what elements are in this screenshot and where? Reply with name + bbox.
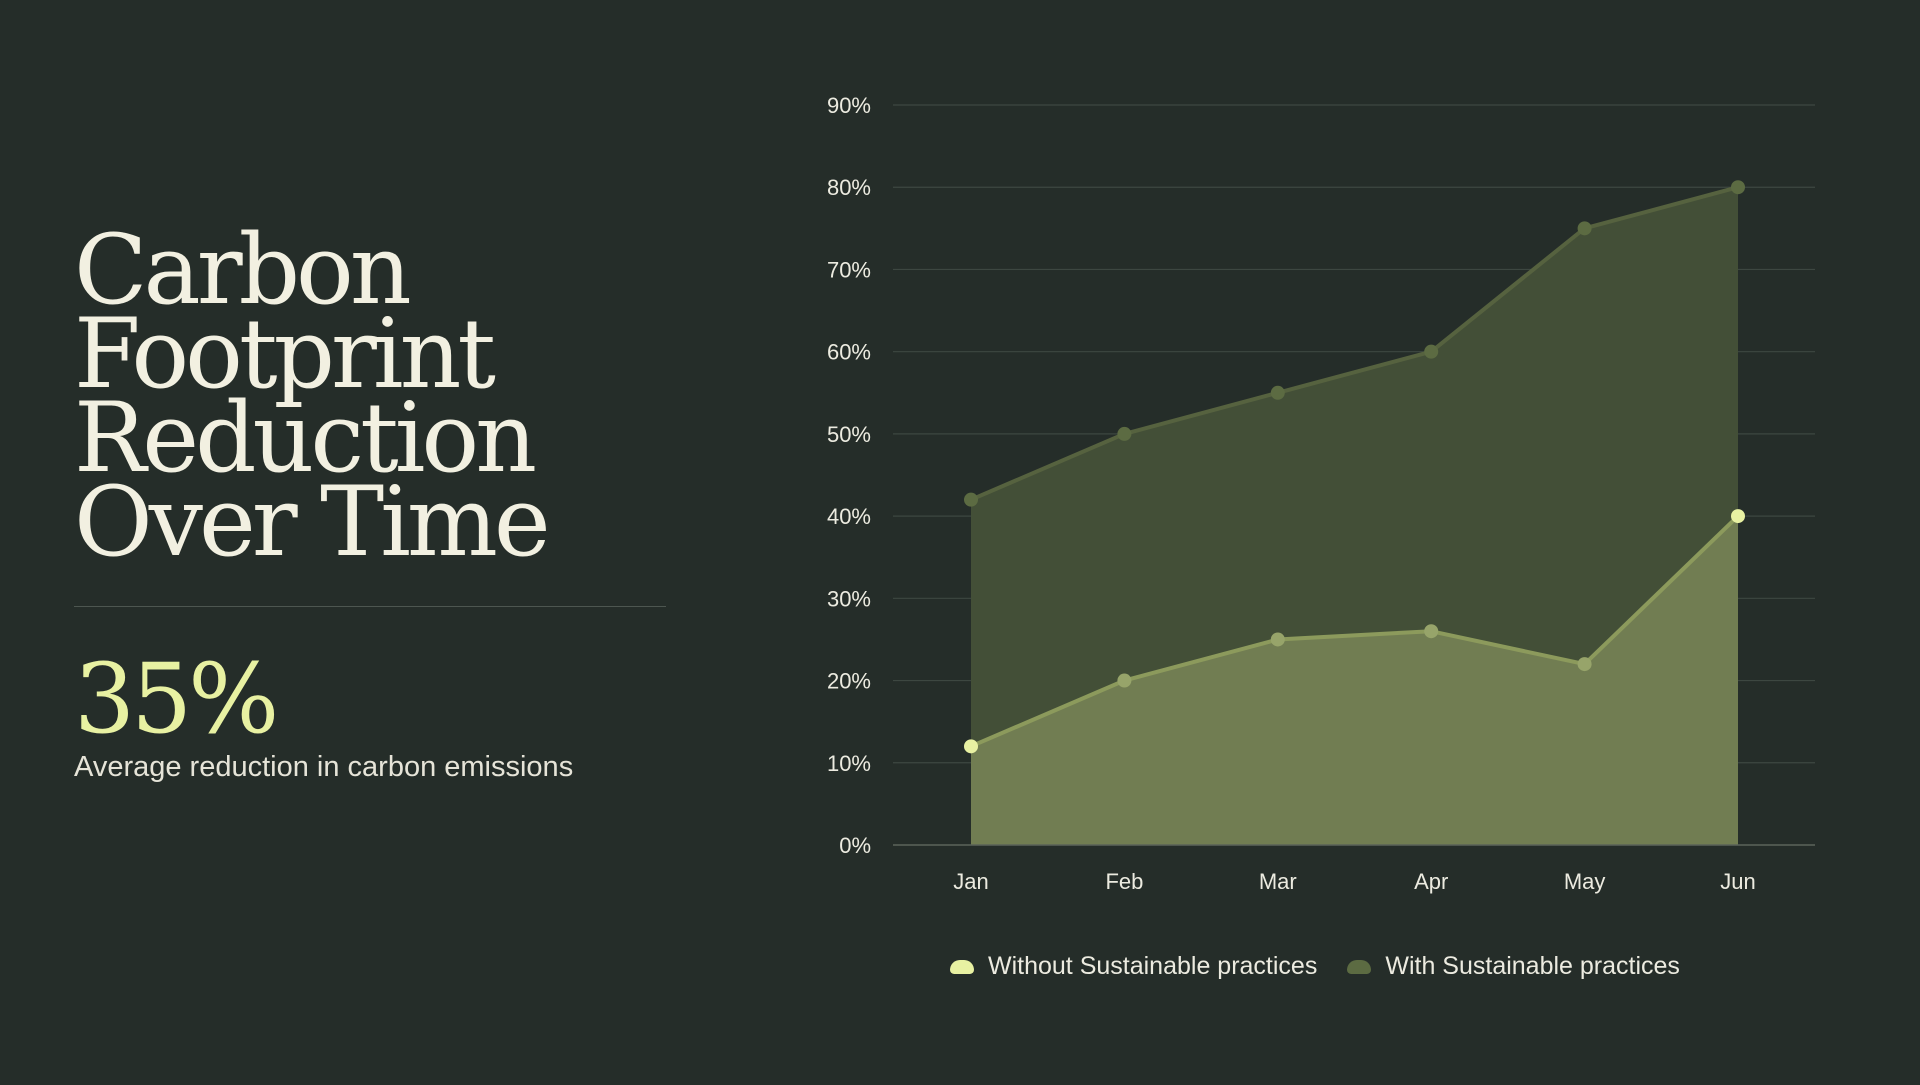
area-without-sustainable	[971, 516, 1738, 845]
page-title: Carbon Footprint Reduction Over Time	[74, 214, 666, 578]
x-tick-label: Feb	[1105, 869, 1143, 894]
point-with-sustainable	[1270, 385, 1285, 400]
point-without-sustainable	[1577, 657, 1592, 672]
legend-label-with: With Sustainable practices	[1385, 952, 1680, 980]
y-tick-label: 10%	[827, 751, 871, 776]
point-without-sustainable	[1117, 673, 1132, 688]
point-with-sustainable	[1577, 221, 1592, 236]
divider	[74, 606, 666, 607]
title-line-2: Footprint	[74, 298, 496, 410]
y-tick-label: 80%	[827, 175, 871, 200]
point-without-sustainable	[964, 739, 978, 754]
legend-item-with[interactable]: With Sustainable practices	[1347, 952, 1680, 981]
x-tick-label: Jun	[1720, 869, 1755, 894]
title-line-1: Carbon	[74, 214, 412, 326]
title-line-3: Reduction	[74, 382, 537, 494]
point-without-sustainable	[1731, 509, 1745, 524]
x-tick-label: Apr	[1414, 869, 1448, 894]
x-tick-label: Mar	[1259, 869, 1297, 894]
point-without-sustainable	[1270, 632, 1285, 647]
legend-swatch-without	[950, 959, 974, 974]
point-with-sustainable	[1424, 344, 1439, 359]
y-tick-label: 40%	[827, 504, 871, 529]
headline-panel: Carbon Footprint Reduction Over Time 35%…	[74, 214, 666, 784]
legend-item-without[interactable]: Without Sustainable practices	[950, 952, 1317, 981]
line-with-sustainable	[970, 185, 1739, 502]
point-with-sustainable	[1117, 426, 1132, 441]
title-line-4: Over Time	[74, 466, 551, 578]
point-with-sustainable	[964, 492, 978, 507]
y-tick-label: 30%	[827, 586, 871, 611]
stat-label: Average reduction in carbon emissions	[74, 751, 574, 783]
line-without-sustainable	[970, 514, 1740, 749]
chart-legend: Without Sustainable practices With Susta…	[950, 952, 1680, 981]
y-tick-label: 90%	[827, 93, 871, 118]
y-tick-label: 20%	[827, 669, 871, 694]
x-tick-label: Jan	[953, 869, 988, 894]
stat-value: 35%	[74, 643, 279, 755]
y-tick-label: 0%	[839, 833, 871, 858]
y-tick-label: 70%	[827, 257, 871, 282]
legend-swatch-with	[1347, 959, 1372, 974]
x-tick-label: May	[1564, 869, 1606, 894]
y-tick-label: 60%	[827, 340, 871, 365]
point-without-sustainable	[1424, 624, 1439, 639]
point-with-sustainable	[1731, 180, 1745, 195]
y-tick-label: 50%	[827, 422, 871, 447]
legend-label-without: Without Sustainable practices	[988, 952, 1318, 980]
